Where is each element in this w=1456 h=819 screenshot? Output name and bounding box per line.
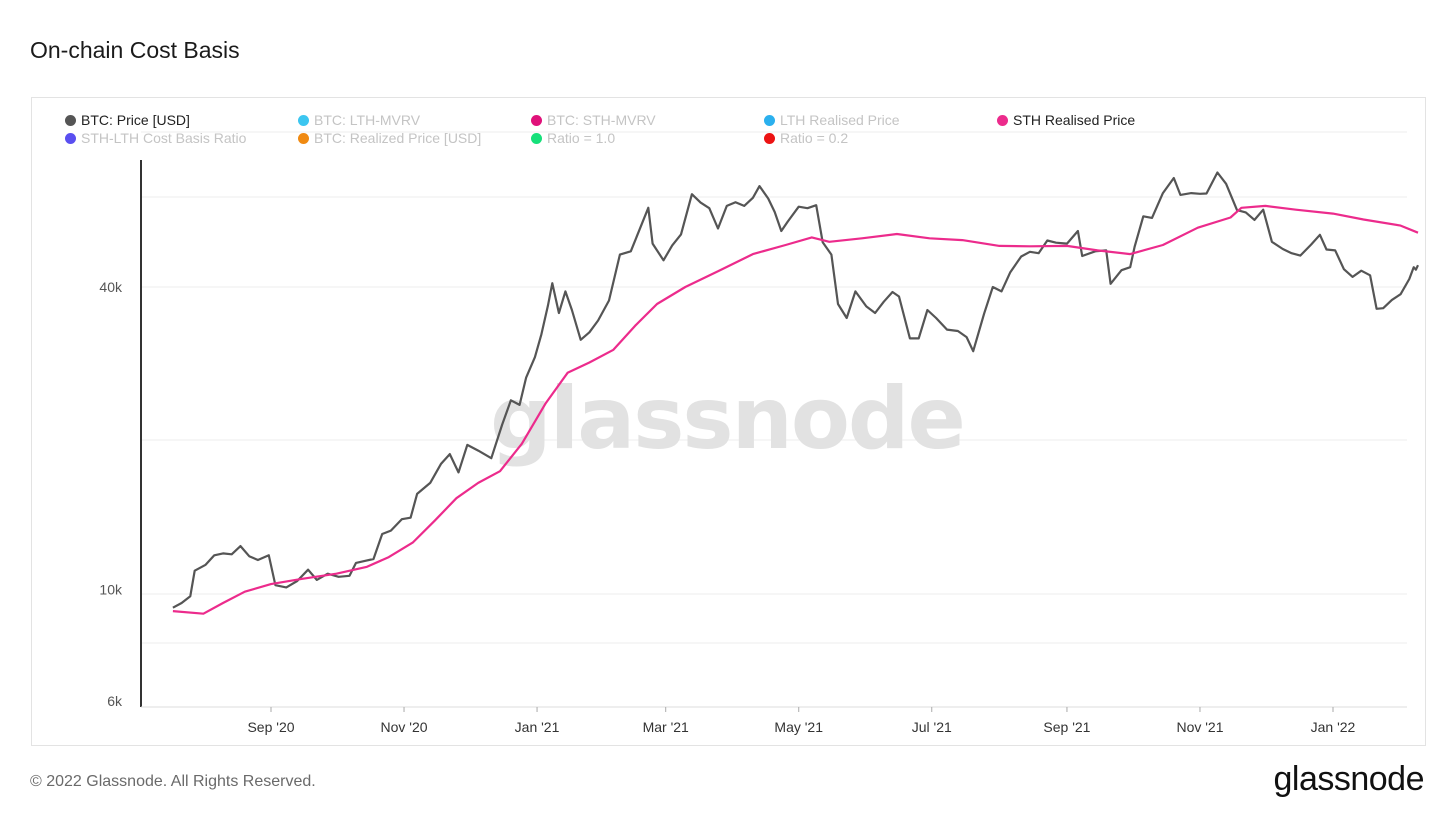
x-tick-label: Mar '21 <box>643 719 689 735</box>
y-tick-label: 6k <box>107 693 123 709</box>
legend-item[interactable]: STH-LTH Cost Basis Ratio <box>65 130 246 146</box>
legend-color-dot <box>65 114 76 126</box>
legend-label: STH Realised Price <box>1013 112 1136 128</box>
legend-label: BTC: Price [USD] <box>81 112 190 128</box>
x-tick-label: Sep '21 <box>1043 719 1090 735</box>
legend-item[interactable]: BTC: LTH-MVRV <box>298 112 420 128</box>
legend-color-dot <box>531 114 542 126</box>
series-line-btc-price <box>172 171 1419 609</box>
legend-item[interactable]: BTC: STH-MVRV <box>531 112 656 128</box>
legend-color-dot <box>298 114 309 126</box>
legend-item[interactable]: Ratio = 0.2 <box>764 130 848 146</box>
x-tick-label: Nov '20 <box>381 719 428 735</box>
x-tick-label: Jan '21 <box>515 719 560 735</box>
brand-logo: glassnode <box>1273 760 1424 798</box>
copyright-notice: © 2022 Glassnode. All Rights Reserved. <box>30 773 316 790</box>
legend-label: STH-LTH Cost Basis Ratio <box>81 130 247 146</box>
legend-label: Ratio = 1.0 <box>547 130 616 146</box>
legend-item[interactable]: LTH Realised Price <box>764 112 900 128</box>
series-line-sth-realised-price <box>172 204 1419 615</box>
legend-color-dot <box>298 132 309 144</box>
x-tick-label: May '21 <box>774 719 823 735</box>
legend-item[interactable]: BTC: Realized Price [USD] <box>298 130 481 146</box>
legend-label: Ratio = 0.2 <box>780 130 849 146</box>
legend-item[interactable]: STH Realised Price <box>997 112 1135 128</box>
x-tick-label: Jan '22 <box>1311 719 1356 735</box>
legend-color-dot <box>65 132 76 144</box>
series-lines <box>172 171 1419 615</box>
x-tick-label: Sep '20 <box>247 719 294 735</box>
x-tick-label: Jul '21 <box>912 719 952 735</box>
legend-color-dot <box>531 132 542 144</box>
legend-label: BTC: Realized Price [USD] <box>314 130 482 146</box>
watermark: glassnode <box>490 369 964 469</box>
legend-item[interactable]: BTC: Price [USD] <box>65 112 190 128</box>
legend-color-dot <box>997 114 1008 126</box>
legend-label: BTC: LTH-MVRV <box>314 112 421 128</box>
chart-title: On-chain Cost Basis <box>30 37 240 63</box>
axes: 6k 10k 40k Sep '20 Nov '20 Jan '21 Mar '21 May … <box>99 160 1407 735</box>
x-tick-label: Nov '21 <box>1176 719 1223 735</box>
y-tick-label: 10k <box>99 582 123 598</box>
chart-frame <box>31 97 1426 746</box>
legend-item[interactable]: Ratio = 1.0 <box>531 130 615 146</box>
legend-color-dot <box>764 132 775 144</box>
legend-label: BTC: STH-MVRV <box>547 112 656 128</box>
legend-label: LTH Realised Price <box>780 112 900 128</box>
legend-color-dot <box>764 114 775 126</box>
y-tick-label: 40k <box>99 279 123 295</box>
